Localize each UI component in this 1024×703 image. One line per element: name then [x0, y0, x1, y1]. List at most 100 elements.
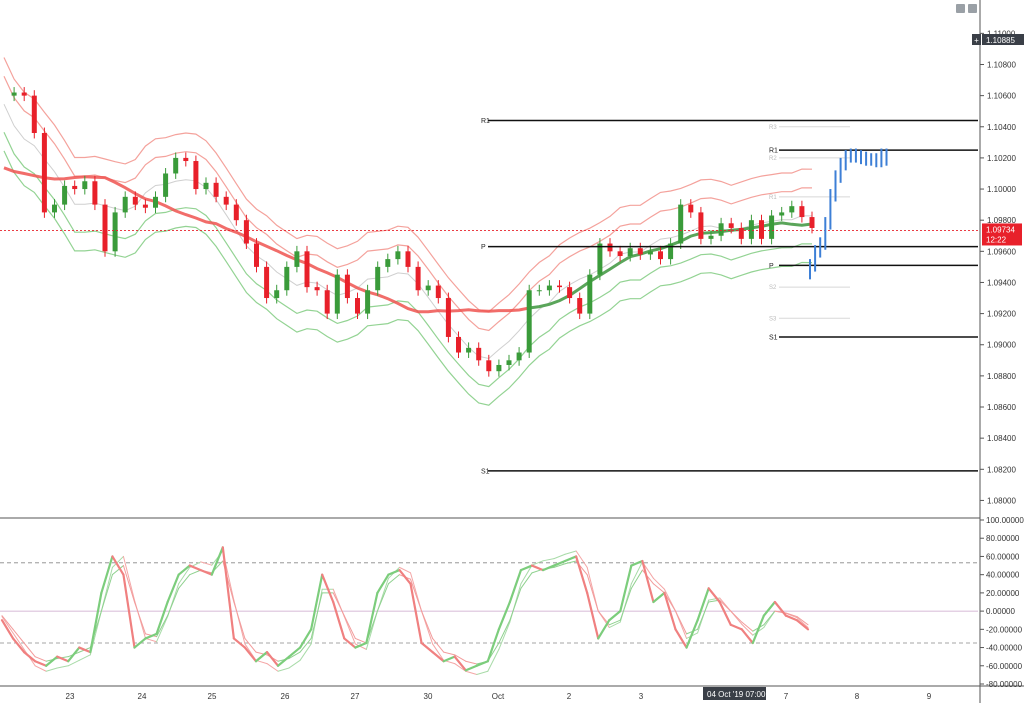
oscillator-slow-line: [34, 656, 47, 662]
oscillator-slow-line: [100, 574, 113, 612]
candle-body: [658, 251, 663, 260]
time-tick-label: 30: [424, 692, 433, 701]
candle-body: [375, 266, 381, 291]
candle-body: [536, 290, 542, 292]
candle-body: [183, 157, 189, 162]
oscillator-fast-line: [773, 600, 788, 617]
oscillator-slow-line: [23, 642, 36, 658]
oscillator-envelope-line: [178, 566, 191, 585]
candle-body: [728, 223, 734, 228]
candle-body: [668, 243, 674, 260]
candle-body: [809, 217, 815, 228]
candle-body: [193, 161, 199, 190]
oscillator-envelope-line: [145, 637, 158, 643]
crosshair-time-bg: [703, 687, 766, 700]
time-tick-label: 7: [784, 692, 789, 701]
oscillator-slow-line: [509, 587, 522, 621]
oscillator-slow-line: [608, 619, 621, 626]
menu-icon[interactable]: [968, 4, 977, 13]
price-tick-label: 1.08600: [987, 403, 1016, 412]
candle-body: [637, 248, 643, 255]
candle-body: [779, 212, 785, 216]
oscillator-envelope-line: [796, 617, 809, 629]
price-tick-label: 1.10200: [987, 154, 1016, 163]
osc-tick-label: -60.00000: [986, 662, 1023, 671]
time-tick-label: 25: [208, 692, 217, 701]
oscillator-slow-line: [310, 592, 323, 639]
weekly-pivot-label: R1: [481, 118, 490, 125]
oscillator-envelope-line: [122, 555, 135, 601]
crosshair-time-text: 04 Oct '19 07:00: [707, 690, 766, 699]
weekly-pivot-label: P: [481, 244, 486, 251]
candle-body: [647, 251, 653, 255]
oscillator-fast-line: [696, 587, 710, 622]
candle-body: [163, 173, 169, 197]
oscillator-slow-line: [376, 583, 389, 612]
candle-body: [254, 243, 259, 267]
candle-body: [385, 259, 391, 267]
oscillator-slow-line: [619, 587, 632, 621]
osc-tick-label: 100.00000: [986, 516, 1024, 525]
oscillator-envelope-line: [343, 616, 356, 645]
oscillator-slow-line: [332, 592, 345, 617]
faint-pivot-label: S2: [769, 285, 777, 291]
oscillator-slow-line: [553, 563, 566, 568]
oscillator-slow-line: [156, 615, 169, 638]
oscillator-slow-line: [652, 583, 665, 594]
price-tick-label: 1.08800: [987, 372, 1016, 381]
oscillator-fast-line: [343, 637, 357, 649]
osc-tick-label: 40.00000: [986, 571, 1020, 580]
oscillator-envelope-line: [111, 555, 124, 568]
oscillator-fast-line: [519, 564, 534, 572]
oscillator-envelope-line: [277, 667, 290, 672]
oscillator-fast-line: [762, 600, 776, 617]
oscillator-slow-line: [1, 615, 14, 630]
oscillator-envelope-line: [542, 558, 555, 562]
oscillator-slow-line: [564, 560, 577, 565]
time-tick-label: 24: [138, 692, 147, 701]
oscillator-slow-line: [763, 610, 776, 626]
middle-band: [3, 103, 813, 360]
oscillator-fast-line: [740, 628, 754, 645]
daily-pivot-label: P: [769, 263, 774, 270]
crosshair-plus-icon[interactable]: [972, 34, 981, 45]
osc-tick-label: -80.00000: [986, 680, 1023, 689]
daily-pivot-label: R1: [769, 148, 778, 155]
oscillator-envelope-line: [652, 577, 665, 590]
oscillator-envelope-line: [630, 561, 643, 585]
candle-body: [678, 204, 684, 244]
oscillator-fast-line: [299, 628, 313, 649]
price-tick-label: 1.09200: [987, 310, 1016, 319]
candle-body: [52, 204, 57, 213]
oscillator-fast-line: [67, 646, 81, 663]
oscillator-fast-line: [254, 651, 269, 663]
candle-body: [31, 95, 37, 133]
oscillator-fast-line: [541, 564, 556, 572]
oscillator-fast-line: [784, 614, 799, 622]
candle-body: [708, 235, 714, 239]
oscillator-envelope-line: [398, 566, 412, 574]
oscillator-fast-line: [177, 564, 191, 576]
oscillator-slow-line: [796, 616, 809, 626]
oscillator-slow-line: [233, 601, 246, 639]
candle-body: [304, 251, 310, 288]
candle-body: [21, 92, 27, 96]
faint-pivot-label: R1: [769, 195, 777, 201]
oscillator-fast-line: [718, 600, 732, 626]
candle-body: [486, 360, 492, 372]
candle-body: [627, 248, 633, 256]
candle-body: [294, 251, 300, 267]
oscillator-slow-line: [122, 565, 135, 603]
faint-pivot-label: R3: [769, 125, 777, 131]
oscillator-fast-line: [188, 564, 202, 572]
oscillator-fast-line: [431, 651, 445, 663]
candle-body: [466, 347, 472, 353]
candle-body: [334, 274, 340, 314]
oscillator-slow-line: [443, 651, 456, 656]
scroll-down-icon[interactable]: [956, 4, 965, 13]
price-axis: 1.11000 1.10800 1.10600 1.10400 1.10200 1.100…: [980, 29, 1016, 505]
candle-body: [456, 336, 461, 353]
oscillator-envelope-line: [56, 665, 69, 669]
price-tick-label: 1.10800: [987, 60, 1016, 69]
